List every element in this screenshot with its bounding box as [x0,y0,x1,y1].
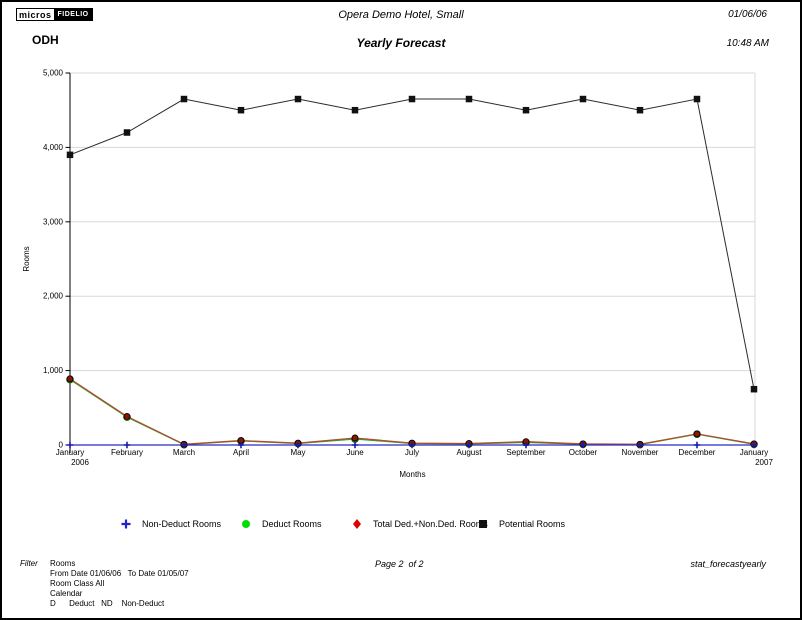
x-tick-label: November [622,448,659,457]
marker-plus [66,441,74,449]
marker-square [693,95,701,103]
x-tick-label: December [679,448,716,457]
x-tick-label: January [740,448,768,457]
legend-label: Potential Rooms [499,519,566,529]
marker-square [123,129,131,136]
marker-square [351,106,359,114]
filter-line: D Deduct ND Non-Deduct [50,599,165,608]
marker-plus [636,441,644,449]
report-date: 01/06/06 [728,9,767,20]
circle-marker-icon [240,518,252,530]
filter-label: Filter [20,559,38,568]
marker-square [750,385,758,393]
marker-square [636,106,644,114]
marker-plus [123,441,131,449]
marker-plus [579,441,587,449]
legend-item-deduct-rooms: Deduct Rooms [240,518,322,530]
y-tick-label: 5,000 [43,69,64,78]
marker-square [237,106,245,114]
marker-circle [693,430,701,438]
x-tick-label: September [506,448,545,457]
filter-line: Rooms [50,559,76,568]
x-tick-label: June [346,448,364,457]
marker-plus [180,441,188,449]
report-title: Yearly Forecast [356,36,446,50]
marker-circle [66,375,74,383]
marker-plus [408,441,416,449]
page-indicator: Page 2 of 2 [375,559,424,569]
marker-circle [351,434,359,442]
x-tick-label: August [457,448,483,457]
report-time: 10:48 AM [726,38,769,49]
y-tick-label: 2,000 [43,292,64,301]
marker-square [579,95,587,103]
filter-criteria: Rooms From Date 01/06/06 To Date 01/05/07… [50,559,189,609]
marker-square [465,95,473,103]
micros-fidelio-logo: micros FIDELIO [16,8,93,21]
legend-item-potential-rooms: Potential Rooms [477,518,565,530]
series-line-deduct-rooms [69,379,755,446]
marker-square [522,106,530,114]
filter-line: From Date 01/06/06 To Date 01/05/07 [50,569,189,578]
diamond-marker-icon [351,518,363,530]
legend-label: Deduct Rooms [262,519,322,529]
x-tick-label: October [569,448,598,457]
legend-item-total-ded-non-ded-rooms: Total Ded.+Non.Ded. Rooms [351,518,488,530]
property-code: ODH [32,33,59,47]
y-tick-label: 3,000 [43,217,64,226]
x-tick-sublabel: 2007 [755,458,773,467]
plus-marker-icon [120,518,132,530]
y-tick-label: 4,000 [43,143,64,152]
legend-label: Total Ded.+Non.Ded. Rooms [373,519,488,529]
y-tick-label: 1,000 [43,366,64,375]
marker-plus [693,441,701,449]
yearly-forecast-chart: 01,0002,0003,0004,0005,000January2006Feb… [22,69,773,480]
marker-plus [465,441,473,449]
marker-plus [351,441,359,449]
legend-label: Non-Deduct Rooms [142,519,222,529]
x-tick-sublabel: 2006 [71,458,89,467]
series-line-total-ded-non-ded-rooms [69,378,755,445]
legend-item-non-deduct-rooms: Non-Deduct Rooms [120,518,221,530]
y-axis-title: Rooms [22,246,31,271]
x-tick-label: May [290,448,305,457]
marker-circle [123,412,131,420]
marker-plus [237,441,245,449]
hotel-name: Opera Demo Hotel, Small [338,9,464,21]
marker-plus [294,441,302,449]
x-axis-title: Months [399,470,425,479]
fidelio-logo-text: FIDELIO [54,8,93,21]
filter-line: Room Class All [50,579,105,588]
x-tick-label: February [111,448,143,457]
x-tick-label: July [405,448,419,457]
y-tick-label: 0 [59,441,64,450]
marker-square [66,151,74,159]
square-marker-icon [477,518,489,530]
marker-plus [522,441,530,449]
marker-square [180,95,188,103]
chart-legend: Non-Deduct Rooms Deduct Rooms Total Ded.+N… [2,518,800,534]
x-tick-label: January [56,448,84,457]
report-file-name: stat_forecastyearly [690,559,766,569]
marker-square [294,95,302,103]
marker-square [408,95,416,103]
filter-line: Calendar [50,589,83,598]
micros-logo-text: micros [16,8,55,21]
x-tick-label: March [173,448,195,457]
x-tick-label: April [233,448,249,457]
series-line-potential-rooms [69,98,755,390]
marker-plus [750,441,758,449]
